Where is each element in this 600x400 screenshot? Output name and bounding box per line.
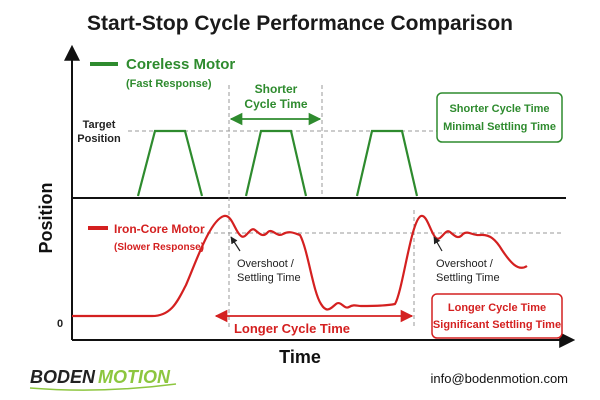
logo-swoosh	[29, 383, 177, 391]
x-axis-label: Time	[279, 347, 321, 367]
y-axis-label: Position	[36, 183, 56, 254]
overshoot-1-line2: Settling Time	[237, 272, 301, 284]
coreless-box-line2: Minimal Settling Time	[443, 121, 556, 133]
logo-text-boden: BODEN	[30, 367, 96, 387]
iron-core-response-curve	[72, 214, 528, 318]
coreless-info-box	[436, 92, 563, 143]
contact-email[interactable]: info@bodenmotion.com	[431, 371, 569, 386]
shorter-cycle-label-1: Shorter	[255, 82, 298, 96]
coreless-box-line1: Shorter Cycle Time	[449, 103, 549, 115]
iron-core-legend-subtitle: (Slower Response)	[114, 242, 204, 253]
coreless-pulse-2	[244, 129, 308, 197]
iron-core-legend-name: Iron-Core Motor	[114, 222, 205, 236]
target-label-2: Position	[77, 133, 121, 145]
iron-core-box-line2: Significant Settling Time	[433, 319, 561, 331]
target-label-1: Target	[83, 119, 116, 131]
zero-label: 0	[57, 318, 63, 330]
boden-motion-logo: BODEN MOTION	[29, 367, 177, 391]
overshoot-2-line1: Overshoot /	[436, 258, 494, 270]
overshoot-2-line2: Settling Time	[436, 272, 500, 284]
shorter-cycle-label-2: Cycle Time	[244, 97, 307, 111]
iron-core-info-box	[431, 293, 563, 339]
chart-title: Start-Stop Cycle Performance Comparison	[87, 12, 513, 35]
overshoot-1-line1: Overshoot /	[237, 258, 295, 270]
longer-cycle-label: Longer Cycle Time	[234, 321, 350, 336]
coreless-pulse-1	[136, 129, 204, 197]
coreless-pulse-3	[355, 129, 419, 197]
coreless-legend-name: Coreless Motor	[126, 56, 235, 73]
iron-core-box-line1: Longer Cycle Time	[448, 302, 546, 314]
logo-text-motion: MOTION	[98, 367, 171, 387]
overshoot-arrow-1	[230, 236, 241, 252]
coreless-legend-subtitle: (Fast Response)	[126, 78, 212, 90]
overshoot-arrow-2	[433, 236, 443, 252]
